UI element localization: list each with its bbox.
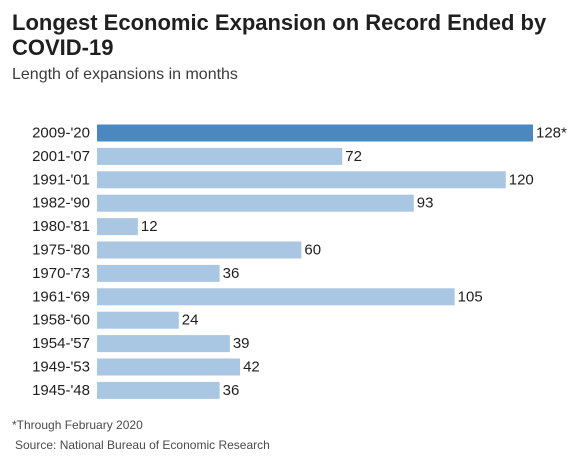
footnote: *Through February 2020 — [12, 418, 143, 432]
bar — [97, 147, 343, 165]
value-label: 24 — [182, 312, 199, 329]
category-label: 2001-'07 — [32, 148, 90, 165]
category-label: 1975-'80 — [32, 242, 90, 259]
bar-chart: 2009-'20 128* 2001-'07 72 1991-'01 120 1982-'9… — [32, 124, 567, 399]
bar — [97, 194, 414, 212]
bar — [97, 381, 220, 399]
category-label: 1949-'53 — [32, 359, 90, 376]
value-label: 39 — [233, 335, 250, 352]
value-label: 60 — [304, 242, 321, 259]
bar — [97, 241, 302, 259]
category-label: 1958-'60 — [32, 312, 90, 329]
value-label: 105 — [458, 288, 483, 305]
bar — [97, 264, 220, 282]
category-label: 1980-'81 — [32, 218, 90, 235]
category-label: 1961-'69 — [32, 288, 90, 305]
chart-subtitle: Length of expansions in months — [12, 66, 238, 83]
bar — [97, 288, 455, 306]
category-label: 1970-'73 — [32, 265, 90, 282]
value-label: 120 — [509, 171, 534, 188]
bar — [97, 335, 230, 353]
source-note: Source: National Bureau of Economic Rese… — [15, 438, 270, 452]
value-label: 36 — [223, 382, 240, 399]
category-label: 1991-'01 — [32, 171, 90, 188]
category-label: 1982-'90 — [32, 195, 90, 212]
value-label: 128* — [536, 125, 567, 142]
value-label: 42 — [243, 359, 260, 376]
value-label: 36 — [223, 265, 240, 282]
value-label: 93 — [417, 195, 434, 212]
bar — [97, 218, 138, 236]
bar — [97, 171, 506, 189]
chart-title: Longest Economic Expansion on Record End… — [12, 10, 547, 60]
bar — [97, 358, 241, 376]
bar — [97, 124, 533, 142]
category-label: 2009-'20 — [32, 125, 90, 142]
value-label: 12 — [141, 218, 158, 235]
bar — [97, 311, 179, 329]
category-label: 1954-'57 — [32, 335, 90, 352]
value-label: 72 — [345, 148, 362, 165]
category-label: 1945-'48 — [32, 382, 90, 399]
